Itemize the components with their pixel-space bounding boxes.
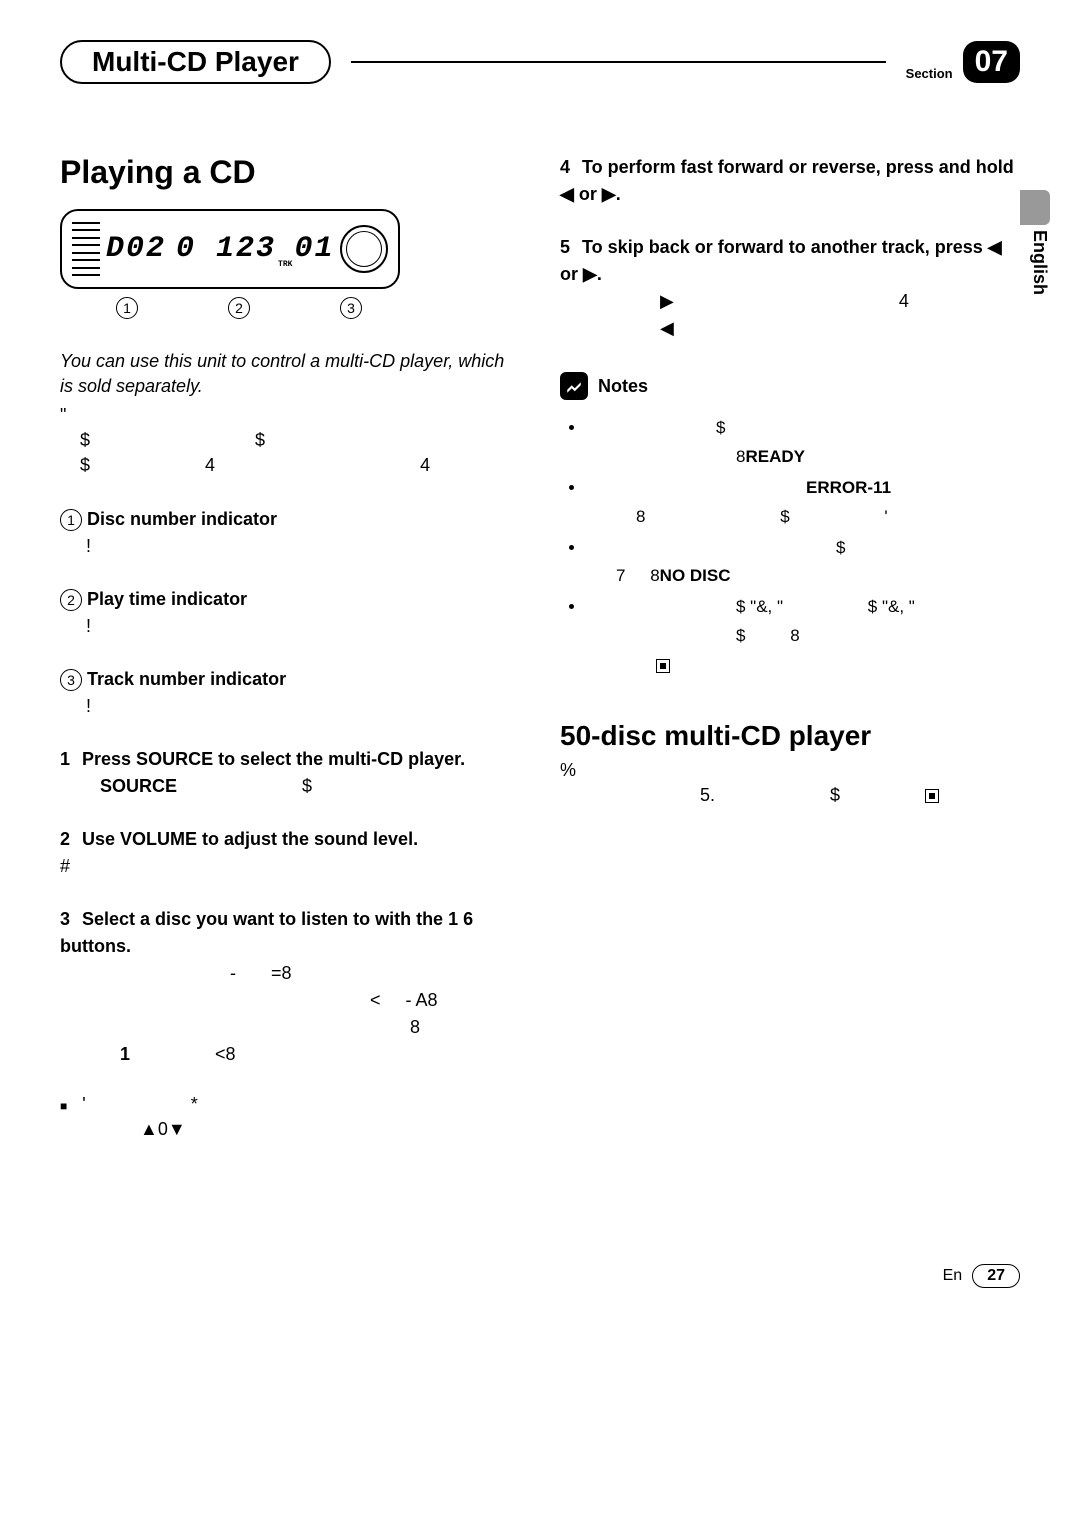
- indicator-1-sub: !: [86, 536, 91, 556]
- indicator-3-sub: !: [86, 696, 91, 716]
- page-footer: En 27: [60, 1264, 1020, 1288]
- indicator-1: 1 Disc number indicator !: [60, 506, 520, 560]
- left-column: Playing a CD D02 0 123 TRK 01 1 2 3 You …: [60, 154, 520, 1144]
- step-1: 1Press SOURCE to select the multi-CD pla…: [60, 746, 520, 800]
- lcd-display: D02 0 123 TRK 01: [60, 209, 520, 289]
- circled-2: 2: [60, 589, 82, 611]
- filler-text: %: [560, 760, 1020, 781]
- header-rule: [351, 61, 886, 63]
- header-title-pill: Multi-CD Player: [60, 40, 331, 84]
- notes-icon: [560, 372, 588, 400]
- filler-text: $ 4 4: [60, 455, 520, 476]
- step-2-head: Use VOLUME to adjust the sound level.: [82, 829, 418, 849]
- right-column: 4To perform fast forward or reverse, pre…: [560, 154, 1020, 1144]
- step-1-source: SOURCE: [100, 776, 177, 796]
- step-4-head: To perform fast forward or reverse, pres…: [560, 157, 1014, 204]
- intro-text: You can use this unit to control a multi…: [60, 349, 520, 399]
- note-item: $ 8READY: [586, 414, 1020, 472]
- notes-header: Notes: [560, 372, 1020, 400]
- right-triangle-icon: [660, 291, 674, 311]
- lcd-dial-icon: [340, 225, 388, 273]
- language-tab: English: [1029, 230, 1050, 295]
- note-item: ERROR-11 8 $ ': [586, 474, 1020, 532]
- header-title: Multi-CD Player: [92, 46, 299, 77]
- step-4: 4To perform fast forward or reverse, pre…: [560, 154, 1020, 208]
- fifty-disc-heading: 50-disc multi-CD player: [560, 720, 1020, 752]
- filler-text: 5. $: [560, 785, 1020, 806]
- up-triangle-icon: [140, 1119, 158, 1139]
- stop-icon: [925, 789, 939, 803]
- lcd-time: 0 123: [176, 232, 276, 266]
- playing-cd-heading: Playing a CD: [60, 154, 520, 191]
- square-icon: [60, 1094, 67, 1114]
- circled-1: 1: [60, 509, 82, 531]
- filler-text: $ $: [60, 430, 520, 451]
- left-triangle-icon: [660, 318, 674, 338]
- lcd-disc: D02: [106, 232, 166, 266]
- step-2: 2Use VOLUME to adjust the sound level. #: [60, 826, 520, 880]
- language-tab-marker: [1020, 190, 1050, 225]
- indicator-2: 2 Play time indicator !: [60, 586, 520, 640]
- callout-1: 1: [116, 297, 138, 319]
- stop-icon: [656, 659, 670, 673]
- page-number: 27: [972, 1264, 1020, 1288]
- step-1-head: Press SOURCE to select the multi-CD play…: [82, 749, 465, 769]
- notes-title: Notes: [598, 376, 648, 397]
- footer-lang: En: [943, 1267, 963, 1285]
- step-5: 5To skip back or forward to another trac…: [560, 234, 1020, 342]
- callout-3: 3: [340, 297, 362, 319]
- indicator-3: 3 Track number indicator !: [60, 666, 520, 720]
- indicator-2-sub: !: [86, 616, 91, 636]
- section-number: 07: [963, 41, 1020, 83]
- step-3: 3Select a disc you want to listen to wit…: [60, 906, 520, 1068]
- section-label: Section: [906, 66, 953, 81]
- circled-3: 3: [60, 669, 82, 691]
- lcd-trk-label: TRK: [278, 260, 292, 269]
- step-3-head: Select a disc you want to listen to with…: [60, 909, 473, 956]
- indicator-3-title: Track number indicator: [87, 669, 286, 689]
- lcd-callouts: 1 2 3: [60, 297, 520, 319]
- lcd-track: 01: [294, 232, 334, 266]
- indicator-2-title: Play time indicator: [87, 589, 247, 609]
- notes-list: $ 8READY ERROR-11 8 $ ' $ 7 8NO DISC $ "…: [560, 414, 1020, 680]
- note-item: $ 7 8NO DISC: [586, 534, 1020, 592]
- filler-text: 0: [140, 1119, 520, 1140]
- indicator-1-title: Disc number indicator: [87, 509, 277, 529]
- filler-text: ": [60, 405, 520, 426]
- note-item: $ "&, " $ "&, " $ 8: [586, 593, 1020, 680]
- callout-2: 2: [228, 297, 250, 319]
- filler-text: ' *: [60, 1094, 520, 1115]
- down-triangle-icon: [168, 1119, 186, 1139]
- step-2-sub: #: [60, 856, 70, 876]
- step-5-head: To skip back or forward to another track…: [560, 237, 1002, 284]
